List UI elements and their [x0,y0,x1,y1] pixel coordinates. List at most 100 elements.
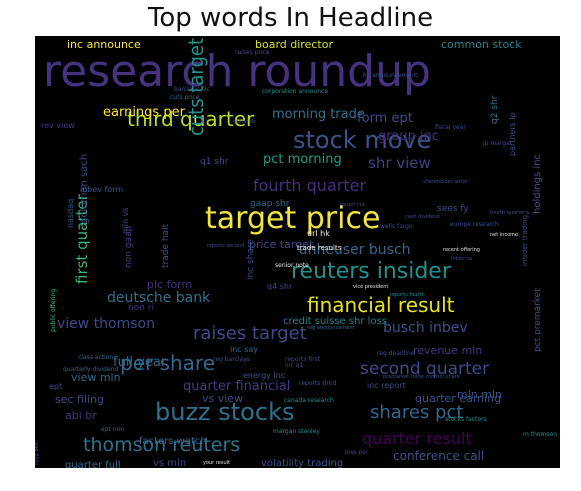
cloud-word: credit suisse shr loss [283,316,387,327]
cloud-word: conference call [393,449,484,463]
cloud-word: q1 shr [200,157,229,167]
cloud-word: financial result [307,293,455,317]
cloud-word: second quarter [360,359,489,379]
cloud-word: thomson reuters [83,434,240,456]
cloud-word: ept [49,382,62,391]
cloud-word: board director [255,38,333,51]
cloud-word: trade results [297,244,342,252]
cloud-word: inbev form [80,185,123,194]
cloud-word: shr view [368,154,431,172]
cloud-word: quarterly dividend [63,366,118,373]
cloud-word: partners lp [508,112,517,156]
cloud-word: q4 shr [267,282,293,291]
cloud-word: insider trading [521,215,529,266]
cloud-word: mln vs [121,207,130,234]
cloud-word: m thomson [523,431,557,438]
cloud-word: full year [113,355,167,370]
cloud-word: gaap shr [250,199,290,209]
word-cloud-canvas: research roundup target price stock move bu… [35,38,557,468]
cloud-word: cyyg desc [35,440,40,465]
cloud-word: view thomson [57,316,155,332]
cloud-word: per share [120,351,215,375]
cloud-word: holdings inc [532,154,543,214]
cloud-word: vs mln [153,458,186,468]
cloud-word: fourth quarterly [490,210,530,216]
cloud-word: corporation announce [262,88,328,95]
cloud-word: sees fy [437,204,469,214]
cloud-word: q2 shr [490,95,500,124]
cloud-word: form ept [357,111,413,126]
cloud-word: quarter financial [183,379,290,394]
cloud-word: non gaap [124,225,134,268]
cloud-word: rev view [41,121,75,130]
cloud-word: pct morning [263,152,342,167]
cloud-word: loss per [345,449,369,456]
cloud-word: cuts price [170,94,200,101]
cloud-word: trade halt [161,223,171,268]
cloud-word: mln mln [457,388,502,401]
cloud-word: research roundup [43,46,431,97]
cloud-word: morning trade [272,107,365,122]
cloud-word: quarter result [362,429,472,448]
cloud-word: premarket trade conmor share [383,374,460,380]
cloud-word: jp margar [482,140,513,147]
cloud-word: fiscal year [435,124,466,131]
cloud-word: target cut [340,202,365,208]
cloud-word: quarter earning [415,392,501,405]
cloud-word: nasdaq [66,199,75,228]
cloud-word: quarter full [65,460,121,468]
cloud-word: volatility trading [261,458,343,468]
cloud-word: buzz stocks [155,398,294,426]
cloud-word: cash dividend [405,214,440,220]
cloud-word: inc q1 [285,362,303,369]
cloud-word: reports third [299,380,337,387]
cloud-word: reuters insider [291,259,452,284]
cloud-word: cuts target [184,38,208,136]
cloud-word: dckgn de [233,119,256,125]
cloud-word: barclays plc [174,86,210,93]
cloud-word: reports first [285,356,321,363]
cloud-word: sec filing [55,393,104,406]
cloud-word: pct premarket [533,288,543,352]
cloud-word: reports fourth [390,292,425,298]
cloud-word: group inc [378,129,439,144]
cloud-word: earnings per [103,105,186,120]
cloud-word: anheuser busch [299,242,411,258]
cloud-word: abi br [65,409,97,422]
cloud-word: reg announcement [307,325,355,331]
cloud-word: vs view [202,392,243,405]
cloud-word: target price [205,201,380,236]
cloud-word: factors watch [139,436,207,447]
cloud-word: reports second [207,243,244,249]
cloud-word: canada research [284,397,334,404]
cloud-word: margan stanley [273,428,320,435]
cloud-word: third quarter [127,107,255,131]
cloud-word: reg barclays [213,356,250,363]
chart-title: Top words In Headline [147,3,434,33]
cloud-word: inc share [246,239,256,280]
cloud-word: inbev sa [451,256,472,262]
cloud-word: your result [203,460,230,466]
cloud-word: raises target [193,323,307,344]
cloud-word: shares pct [370,402,463,423]
cloud-word: ept non [101,426,124,433]
cloud-word: inc report [367,381,406,390]
cloud-word: reg deadline [377,350,415,357]
cloud-word: public offering [50,289,57,332]
cloud-word: shareholder letter [423,179,469,185]
cloud-word: common stock [441,38,522,51]
cloud-word: inc announce [67,38,141,51]
word-cloud: research roundup target price stock move bu… [35,36,560,468]
cloud-word: raises price [235,49,270,56]
cloud-word: fourth quarter [253,176,366,195]
cloud-word: url hk [307,229,330,238]
cloud-word: energy inc [243,371,285,380]
cloud-word: vice president [353,284,388,290]
cloud-word: revenue mln [413,344,482,357]
cloud-word: plc form [147,278,192,291]
cloud-word: net incomo [490,232,518,238]
cloud-word: stocks factors [445,416,487,423]
cloud-word: inc say [230,345,258,354]
cloud-word: hk announcement [363,72,418,79]
cloud-word: wells fargo [380,223,413,230]
